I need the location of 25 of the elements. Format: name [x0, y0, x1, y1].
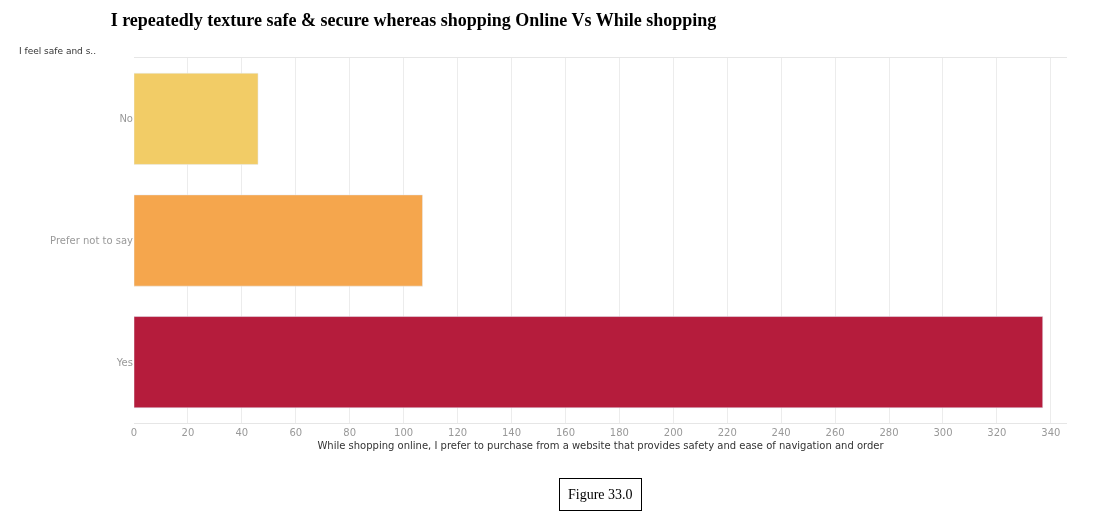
x-tick-label: 180 [609, 427, 629, 438]
x-tick-label: 40 [235, 427, 249, 438]
x-tick-label: 140 [501, 427, 522, 438]
x-axis-title: While shopping online, I prefer to purchase from a website that provides safety and ease of navigation and order [317, 439, 885, 451]
x-tick-label: 160 [555, 427, 575, 438]
x-tick-label: 20 [181, 427, 195, 438]
x-tick-label: 100 [394, 427, 414, 438]
x-tick-label: 260 [825, 427, 845, 438]
y-axis-title: I feel safe and s.. [19, 46, 97, 56]
x-tick-label: 80 [343, 427, 357, 438]
x-tick-label: 340 [1041, 427, 1061, 438]
x-tick-label: 280 [879, 427, 899, 438]
y-tick-label: Prefer not to say [50, 235, 134, 246]
x-tick-label: 120 [448, 427, 468, 438]
chart-title: I repeatedly texture safe & secure whereas shopping Online Vs While shopping [110, 9, 717, 30]
x-tick-label: 220 [717, 427, 737, 438]
y-tick-label: No [119, 113, 133, 125]
x-tick-label: 200 [663, 427, 683, 438]
x-tick-label: 240 [771, 427, 791, 438]
x-tick-label: 300 [933, 427, 953, 438]
caption: Figure 33.0 [568, 487, 633, 502]
x-tick-label: 0 [130, 427, 138, 438]
x-tick-label: 320 [987, 427, 1007, 438]
y-tick-label: Yes [115, 356, 133, 368]
x-tick-label: 60 [289, 427, 303, 438]
